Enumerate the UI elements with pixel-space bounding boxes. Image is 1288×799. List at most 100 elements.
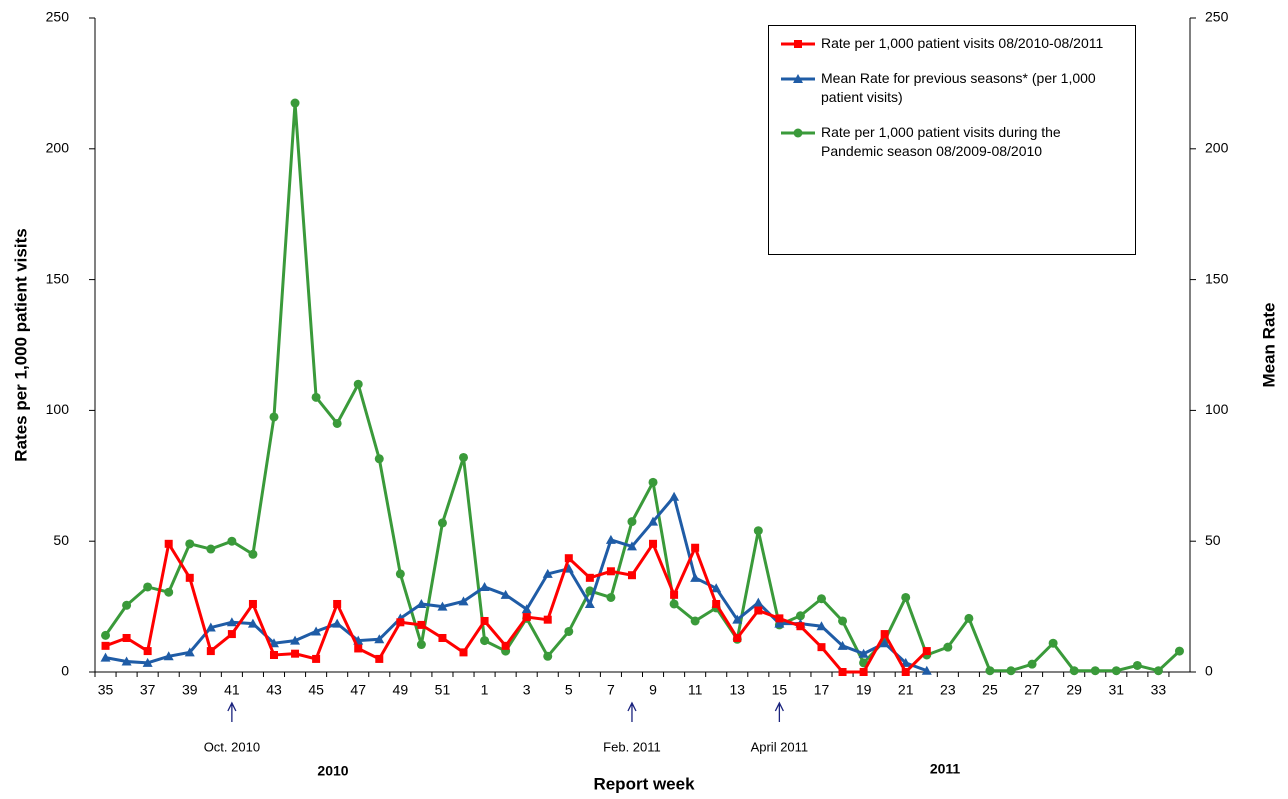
x-tick-label: 25 — [982, 682, 998, 698]
marker — [143, 647, 152, 656]
marker — [670, 590, 679, 599]
marker — [121, 656, 132, 666]
marker — [816, 621, 827, 631]
marker — [964, 613, 974, 623]
marker — [163, 651, 174, 661]
x-tick-label: 43 — [266, 682, 282, 698]
marker — [122, 633, 131, 642]
marker — [290, 98, 300, 108]
marker — [816, 594, 826, 604]
x-tick-label: 47 — [350, 682, 366, 698]
marker — [101, 641, 110, 650]
y-tick-label: 150 — [46, 270, 70, 286]
marker — [775, 614, 784, 623]
x-tick-label: 33 — [1151, 682, 1167, 698]
annotation: Oct. 2010 — [204, 739, 260, 754]
x-tick-label: 3 — [523, 682, 531, 698]
legend-entry: Rate per 1,000 patient visits 08/2010-08… — [775, 34, 1129, 53]
x-tick-label: 39 — [182, 682, 198, 698]
marker — [333, 599, 342, 608]
marker — [690, 572, 701, 582]
y-tick-label: 100 — [46, 401, 70, 417]
marker — [1006, 666, 1016, 676]
x-tick-label: 7 — [607, 682, 615, 698]
legend-marker — [794, 40, 802, 48]
marker — [669, 599, 679, 609]
marker — [754, 606, 763, 615]
legend-marker — [793, 128, 803, 138]
marker — [774, 618, 785, 628]
legend-key — [781, 74, 815, 83]
series-line — [105, 539, 928, 675]
marker — [564, 626, 574, 636]
marker — [733, 633, 742, 642]
marker — [437, 518, 447, 528]
x-tick-label: 19 — [856, 682, 872, 698]
marker — [205, 622, 216, 632]
marker — [921, 665, 932, 675]
legend-label: Mean Rate for previous seasons* (per 1,0… — [821, 70, 1096, 105]
marker — [584, 598, 595, 608]
marker — [880, 630, 889, 639]
marker — [817, 643, 826, 652]
marker — [753, 597, 764, 607]
y2-axis-title: Mean Rate — [1259, 302, 1278, 387]
series-line — [104, 102, 1181, 673]
marker — [480, 616, 489, 625]
marker — [332, 618, 343, 628]
marker — [269, 412, 279, 422]
marker — [501, 641, 510, 650]
marker — [375, 654, 384, 663]
marker — [480, 636, 490, 646]
marker — [838, 668, 847, 676]
marker — [1048, 638, 1058, 648]
y-axis-title: Rates per 1,000 patient visits — [11, 228, 30, 461]
marker — [122, 600, 132, 610]
marker — [1174, 646, 1184, 656]
marker — [143, 582, 153, 592]
series-line — [105, 493, 928, 673]
marker — [626, 541, 637, 551]
y-tick-label: 50 — [53, 532, 69, 548]
marker — [606, 567, 615, 576]
marker — [164, 587, 174, 597]
marker — [417, 620, 426, 629]
marker — [290, 635, 301, 645]
x-tick-label: 51 — [435, 682, 451, 698]
legend-label: Rate per 1,000 patient visits during the… — [821, 124, 1061, 159]
marker — [416, 598, 427, 608]
legend-entry: Mean Rate for previous seasons* (per 1,0… — [775, 69, 1129, 107]
marker — [627, 571, 636, 580]
marker — [185, 539, 195, 549]
x-tick-label: 23 — [940, 682, 956, 698]
x-tick-label: 45 — [308, 682, 324, 698]
x-tick-label: 35 — [98, 682, 114, 698]
marker — [227, 536, 237, 546]
marker — [142, 657, 153, 667]
x-tick-label: 17 — [814, 682, 830, 698]
x-tick-label: 49 — [393, 682, 409, 698]
marker — [649, 539, 658, 548]
marker — [354, 644, 363, 653]
x-tick-label: 31 — [1109, 682, 1125, 698]
marker — [901, 668, 910, 676]
marker — [332, 418, 342, 428]
legend-key — [781, 40, 815, 48]
annotation-arrow — [227, 701, 237, 722]
marker — [795, 611, 805, 621]
marker — [396, 618, 405, 627]
marker — [543, 615, 552, 624]
marker — [1153, 666, 1163, 676]
marker — [226, 617, 237, 627]
y2-tick-label: 100 — [1205, 401, 1229, 417]
marker — [543, 651, 553, 661]
marker — [437, 601, 448, 611]
marker — [1132, 660, 1142, 670]
y2-tick-label: 250 — [1205, 9, 1229, 25]
marker — [648, 516, 659, 526]
marker — [690, 616, 700, 626]
marker — [248, 599, 257, 608]
marker — [227, 630, 236, 639]
